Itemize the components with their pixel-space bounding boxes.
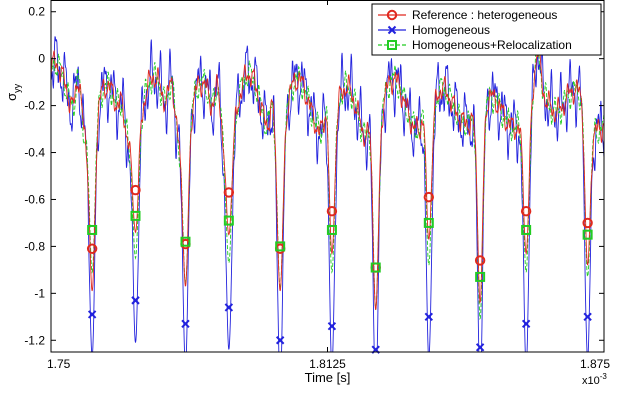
- data-point-homogeneous: [181, 319, 190, 329]
- data-point-relocalization: [475, 271, 486, 282]
- series-line-reference: [51, 44, 604, 310]
- series-line-relocalization: [51, 37, 604, 320]
- data-point-homogeneous: [224, 303, 234, 312]
- y-tick-label: -0.8: [24, 239, 45, 253]
- data-point-homogeneous: [87, 310, 97, 319]
- data-point-reference: [86, 243, 98, 254]
- legend-label: Reference : heterogeneous: [412, 8, 557, 22]
- y-axis-label-main: σ: [4, 93, 19, 101]
- data-point-reference: [423, 191, 435, 203]
- y-axis-label: σyy: [4, 83, 22, 101]
- data-point-relocalization: [223, 215, 234, 226]
- y-tick-label: -1.2: [24, 333, 45, 347]
- data-point-homogeneous: [424, 312, 434, 322]
- data-point-homogeneous: [275, 336, 285, 345]
- data-point-homogeneous: [521, 319, 531, 329]
- data-point-homogeneous: [327, 321, 337, 331]
- x-tick-label: 1.75: [47, 357, 71, 371]
- data-point-relocalization: [423, 217, 434, 228]
- data-point-reference: [474, 255, 486, 266]
- legend-box: [371, 3, 602, 56]
- axis-ticks-layer: 0.2 0 -0.2 -0.4 -0.6 -0.8 -1 -1.21.75 1.8125 1.87…: [24, 0, 610, 371]
- series-lines-layer: [51, 36, 604, 352]
- x-exponent-power: -3: [600, 372, 608, 381]
- data-point-homogeneous: [131, 296, 140, 305]
- y-tick-label: 0.2: [28, 5, 45, 19]
- data-point-relocalization: [326, 224, 337, 235]
- x-tick-label: 1.8125: [309, 357, 346, 371]
- data-point-relocalization: [521, 224, 532, 235]
- x-axis-exponent: x10-3: [582, 372, 607, 387]
- y-tick-label: -1: [34, 286, 45, 300]
- clipped-lines: [51, 36, 604, 352]
- data-point-relocalization: [130, 210, 141, 221]
- legend-marker: [387, 25, 397, 35]
- legend-item-reference: Reference : heterogeneous: [378, 8, 557, 22]
- legend: Reference : heterogeneousHomogeneousHomo…: [371, 3, 602, 56]
- legend-item-relocalization: Homogeneous+Relocalization: [378, 38, 572, 52]
- data-point-relocalization: [87, 224, 98, 235]
- x-tick-label: 1.875: [580, 357, 610, 371]
- data-point-reference: [326, 206, 338, 217]
- legend-label: Homogeneous+Relocalization: [412, 38, 572, 52]
- legend-marker: [386, 9, 398, 21]
- y-tick-label: 0: [38, 52, 45, 66]
- y-tick-label: -0.4: [24, 146, 45, 160]
- data-point-homogeneous: [583, 312, 592, 322]
- legend-items: Reference : heterogeneousHomogeneousHomo…: [378, 8, 572, 52]
- data-point-relocalization: [275, 241, 286, 252]
- legend-marker: [387, 40, 397, 50]
- data-point-homogeneous: [475, 343, 485, 352]
- data-point-relocalization: [370, 262, 381, 273]
- x-exponent-base: x10: [582, 375, 600, 387]
- data-point-reference: [520, 206, 532, 217]
- legend-label: Homogeneous: [412, 23, 490, 37]
- x-axis-label: Time [s]: [305, 370, 351, 385]
- data-point-reference: [223, 187, 235, 198]
- y-tick-label: -0.2: [24, 99, 45, 113]
- data-point-reference: [130, 184, 141, 196]
- series-markers-layer: [86, 184, 593, 354]
- data-point-relocalization: [582, 229, 593, 240]
- legend-item-homogeneous: Homogeneous: [378, 23, 490, 37]
- data-point-reference: [582, 217, 593, 229]
- y-tick-label: -0.6: [24, 192, 45, 206]
- data-point-relocalization: [180, 236, 191, 247]
- series-line-homogeneous: [51, 36, 604, 352]
- y-axis-label-sub: yy: [12, 83, 22, 93]
